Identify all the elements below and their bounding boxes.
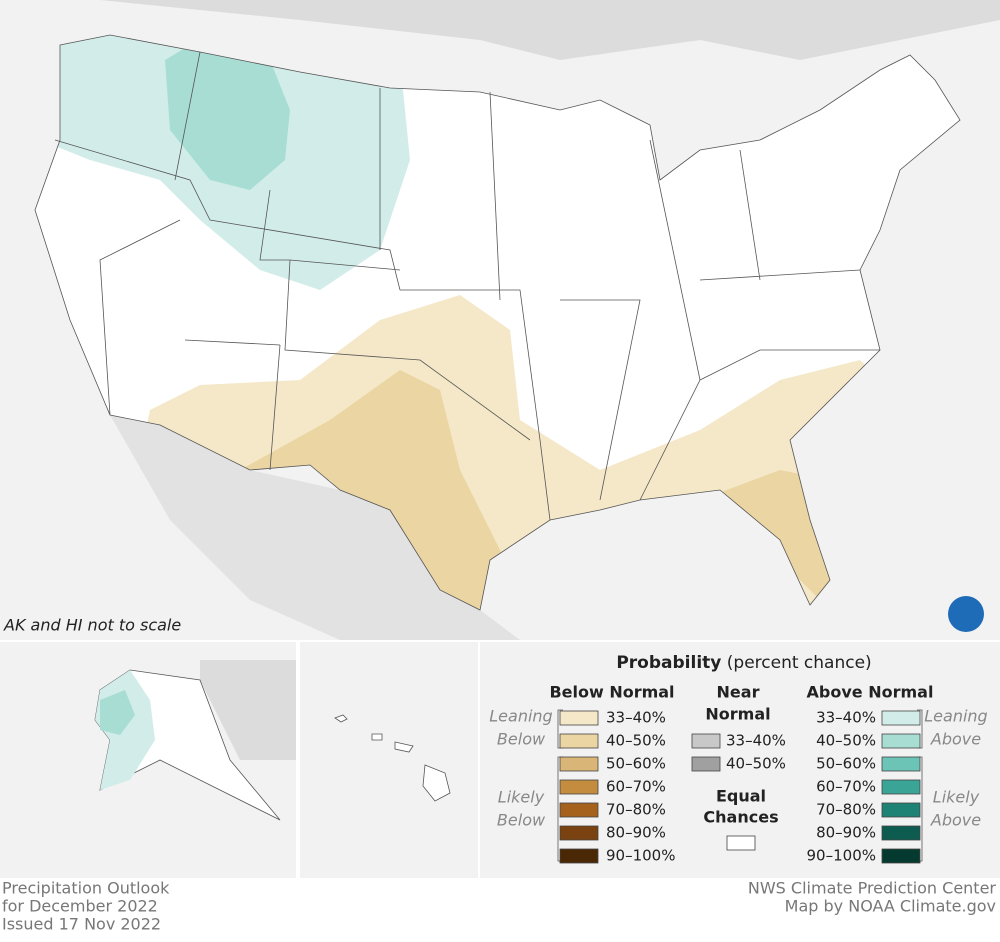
equal-heading: Equal	[716, 787, 766, 806]
legend-label: 70–80%	[816, 801, 876, 819]
legend-label: 40–50%	[816, 732, 876, 750]
legend-swatch	[559, 825, 599, 841]
group-label: Below	[497, 730, 546, 749]
legend-swatch	[881, 825, 921, 841]
alaska-above-40-50	[100, 690, 135, 735]
legend-swatch	[559, 710, 599, 726]
alaska-canada	[200, 660, 296, 760]
near-heading: Near	[717, 683, 760, 702]
legend-swatch	[881, 733, 921, 749]
legend-swatch	[691, 733, 721, 749]
legend-swatch	[881, 710, 921, 726]
below-heading: Below Normal	[549, 683, 674, 702]
legend-label: 60–70%	[606, 778, 666, 796]
legend-swatch	[691, 756, 721, 772]
state-lines	[54, 51, 880, 521]
hawaii	[334, 714, 451, 802]
group-label: Leaning	[924, 707, 987, 726]
group-label: Above	[930, 811, 981, 830]
footer-left: Issued 17 Nov 2022	[2, 915, 161, 934]
legend-title-main: Probability	[616, 653, 721, 673]
footer-right: Map by NOAA Climate.gov	[785, 897, 996, 916]
above-40-50-region	[165, 45, 290, 190]
legend-label: 50–60%	[816, 755, 876, 773]
legend-swatch	[559, 779, 599, 795]
legend-swatch	[559, 733, 599, 749]
legend-label: 90–100%	[807, 847, 876, 865]
legend-swatch	[726, 835, 756, 851]
legend-subtitle: (percent chance)	[727, 653, 872, 673]
legend-swatch	[881, 756, 921, 772]
legend-swatch	[559, 756, 599, 772]
legend-label: 40–50%	[726, 755, 786, 773]
group-label: Below	[497, 811, 546, 830]
legend-swatch	[881, 802, 921, 818]
legend-label: 33–40%	[606, 709, 666, 727]
group-label: Leaning	[489, 707, 552, 726]
legend-label: 70–80%	[606, 801, 666, 819]
group-label: Above	[930, 730, 981, 749]
legend-swatch	[559, 802, 599, 818]
legend-label: 80–90%	[816, 824, 876, 842]
legend-label: 33–40%	[726, 732, 786, 750]
legend-swatch	[559, 848, 599, 864]
legend-swatch	[881, 848, 921, 864]
legend-swatch	[881, 779, 921, 795]
footer-left: for December 2022	[2, 897, 158, 916]
group-label: Likely	[498, 788, 545, 807]
below-40-50-region	[240, 370, 840, 610]
hawaii-panel	[300, 642, 478, 878]
footer-left: Precipitation Outlook	[2, 879, 170, 898]
legend-label: 80–90%	[606, 824, 666, 842]
group-label: Likely	[933, 788, 980, 807]
equal-heading: Chances	[703, 808, 778, 827]
legend-label: 40–50%	[606, 732, 666, 750]
legend-label: 60–70%	[816, 778, 876, 796]
canada	[0, 0, 1000, 60]
legend-label: 90–100%	[606, 847, 675, 865]
legend-brackets	[557, 709, 923, 862]
near-heading: Normal	[705, 705, 770, 724]
legend-label: 50–60%	[606, 755, 666, 773]
noaa-logo	[948, 596, 984, 632]
legend-title: Probability (percent chance)	[616, 653, 871, 673]
scale-note: AK and HI not to scale	[3, 616, 181, 635]
legend-label: 33–40%	[816, 709, 876, 727]
mexico	[110, 415, 520, 640]
above-heading: Above Normal	[807, 683, 934, 702]
footer-right: NWS Climate Prediction Center	[748, 879, 997, 898]
